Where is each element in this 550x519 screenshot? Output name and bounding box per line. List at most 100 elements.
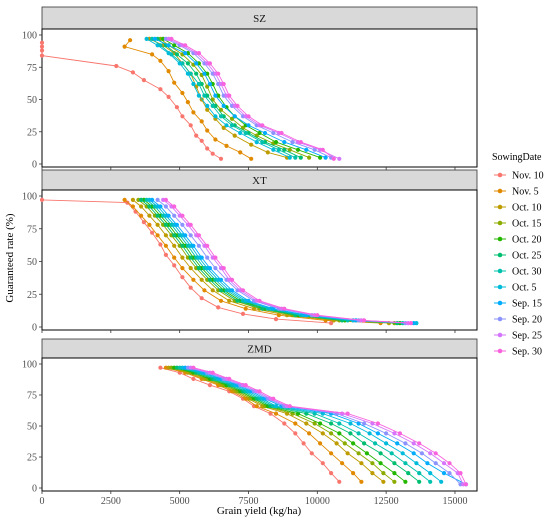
legend-label: Sep. 25 (512, 331, 542, 342)
data-point (183, 43, 188, 48)
data-point (139, 204, 144, 209)
data-point (150, 197, 155, 202)
data-point (194, 61, 199, 66)
y-tick-label: 0 (32, 160, 37, 171)
data-point (331, 156, 336, 161)
data-point (378, 461, 383, 466)
data-point (273, 411, 279, 416)
data-point (141, 220, 146, 225)
data-point (177, 61, 182, 66)
data-point (39, 197, 45, 202)
data-point (246, 123, 251, 128)
legend-label: Nov. 10 (512, 171, 544, 182)
data-point (163, 243, 168, 248)
data-point (400, 451, 405, 456)
legend-key-point (497, 188, 503, 194)
data-point (185, 100, 190, 105)
data-point (337, 431, 342, 436)
data-point (166, 43, 171, 48)
data-point (183, 233, 188, 238)
data-point (287, 155, 292, 160)
data-point (144, 36, 149, 42)
panel-zmd: ZMD 0 25 50 75 100 0 2500 5000 7500 10000 12500 1500… (22, 338, 478, 507)
x-axis-title: Grain yield (kg/ha) (217, 505, 302, 517)
x-tick-label: 7500 (238, 496, 258, 507)
data-point (172, 263, 177, 268)
data-point (406, 471, 411, 476)
legend-key-point (497, 268, 503, 274)
legend-entry: Oct. 25 (494, 251, 541, 262)
data-point (271, 396, 276, 401)
data-point (207, 81, 212, 87)
data-point (295, 147, 301, 152)
data-point (191, 243, 196, 248)
facet-strip-label: XT (252, 175, 267, 187)
data-point (428, 479, 433, 484)
data-point (229, 288, 235, 293)
data-point (417, 471, 422, 476)
data-point (199, 138, 204, 143)
data-point (218, 107, 224, 112)
data-point (152, 36, 157, 42)
data-point (218, 288, 224, 293)
data-point (414, 461, 419, 466)
legend-entry: Sep. 30 (494, 347, 542, 358)
legend-label: Oct. 25 (512, 251, 541, 262)
data-point (389, 451, 394, 456)
data-point (271, 147, 276, 152)
data-point (205, 103, 210, 108)
x-tick-label: 12500 (374, 496, 399, 507)
y-tick-label: 25 (27, 290, 37, 301)
y-tick-label: 100 (22, 360, 37, 371)
data-point (202, 288, 207, 293)
y-tick-label: 75 (27, 63, 37, 74)
data-point (419, 451, 424, 456)
data-point (340, 461, 345, 466)
data-point (318, 421, 323, 426)
legend-label: Oct. 15 (512, 219, 541, 230)
data-point (39, 40, 45, 45)
data-point (370, 471, 375, 476)
data-point (227, 93, 232, 98)
data-point (180, 90, 185, 96)
data-point (191, 110, 196, 115)
data-point (329, 451, 334, 456)
data-point (147, 204, 152, 209)
data-point (205, 255, 210, 260)
data-point (199, 296, 204, 301)
data-point (174, 52, 179, 57)
data-point (320, 461, 325, 466)
data-point (351, 471, 356, 476)
data-point (403, 461, 408, 466)
data-point (235, 298, 240, 303)
data-point (174, 222, 179, 227)
data-point (213, 137, 218, 142)
data-point (290, 140, 295, 145)
data-point (318, 441, 323, 446)
data-point (199, 119, 204, 124)
data-point (163, 252, 168, 257)
legend-key-point (497, 316, 503, 322)
legend-key-point (497, 252, 503, 258)
data-point (139, 213, 144, 218)
data-point (150, 52, 155, 57)
data-point (428, 451, 433, 456)
data-point (359, 479, 364, 484)
y-tick-label: 50 (27, 422, 37, 433)
data-point (411, 451, 416, 456)
data-point (39, 48, 45, 53)
data-point (375, 431, 380, 436)
data-point (293, 155, 298, 160)
data-point (172, 43, 177, 48)
series-5 (139, 197, 400, 326)
data-point (334, 441, 339, 446)
data-point (191, 81, 196, 87)
data-point (130, 204, 135, 209)
data-point (155, 213, 160, 218)
data-point (166, 213, 171, 218)
data-point (345, 451, 350, 456)
data-point (196, 51, 201, 56)
data-point (417, 479, 422, 484)
data-point (411, 441, 416, 446)
data-point (155, 233, 160, 238)
